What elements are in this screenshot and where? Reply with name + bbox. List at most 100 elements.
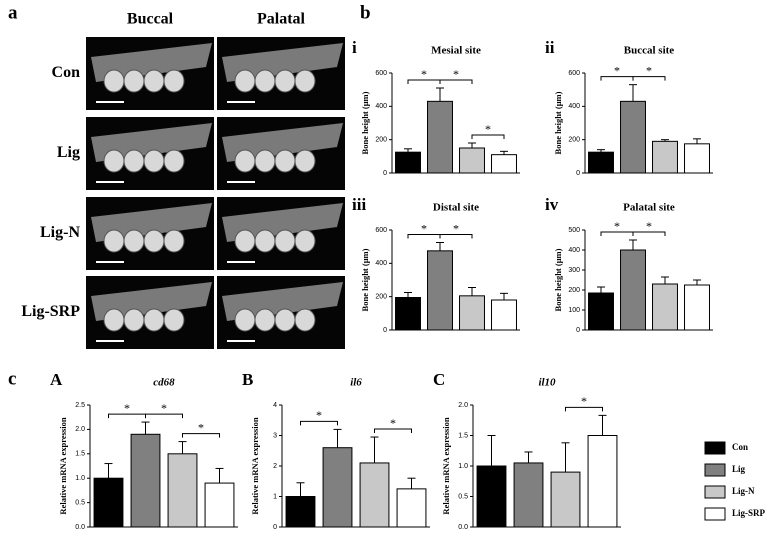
significance-label: * [485, 122, 491, 136]
y-axis-label: Relative mRNA expression [250, 417, 260, 514]
tooth [274, 149, 296, 173]
significance-label: * [614, 63, 620, 77]
column-header: Palatal [257, 11, 306, 28]
bar [588, 292, 614, 331]
panel-label: b [360, 2, 371, 23]
significance-bracket [632, 76, 666, 81]
chart-label: ii [545, 38, 555, 57]
tooth [123, 149, 145, 173]
y-tick-label: 2.0 [458, 402, 468, 409]
tooth [254, 149, 276, 173]
bone [91, 282, 212, 321]
y-tick-label: 300 [568, 267, 580, 274]
bar [285, 496, 316, 528]
row-label: Con [52, 64, 81, 81]
legend-swatch [704, 507, 726, 521]
significance-label: * [453, 67, 459, 81]
tooth [234, 308, 256, 332]
y-tick-label: 200 [568, 287, 580, 294]
significance-bracket [182, 433, 220, 438]
y-tick-label: 0 [383, 170, 387, 177]
significance-label: * [646, 219, 652, 233]
column-header: Buccal [127, 11, 174, 28]
y-tick-label: 0.5 [75, 499, 85, 506]
y-axis-label: Bone height (μm) [553, 91, 563, 154]
chart-title: Mesial site [431, 45, 481, 57]
panel-label: a [8, 2, 18, 23]
y-tick-label: 0.0 [458, 524, 468, 531]
significance-label: * [198, 420, 204, 434]
y-tick-label: 400 [375, 103, 387, 110]
tooth [274, 69, 296, 93]
y-axis-label: Bone height (μm) [360, 91, 370, 154]
significance-label: * [124, 401, 130, 415]
chart-label: C [433, 370, 445, 389]
bar [93, 477, 124, 528]
tooth [143, 308, 165, 332]
significance-bracket [145, 413, 183, 419]
tooth [254, 229, 276, 253]
tooth [103, 149, 125, 173]
y-tick-label: 0 [576, 170, 580, 177]
row-label: Lig-SRP [21, 303, 80, 320]
bar [476, 465, 507, 528]
y-tick-label: 400 [375, 260, 387, 267]
bar [204, 482, 235, 528]
significance-label: * [614, 219, 620, 233]
y-tick-label: 3 [273, 432, 277, 439]
bone [222, 123, 343, 162]
legend-label: Con [732, 442, 748, 452]
tooth [143, 149, 165, 173]
legend-label: Lig-N [732, 486, 755, 496]
y-tick-label: 0 [273, 524, 277, 531]
chart-label: B [242, 370, 253, 389]
tooth [123, 308, 145, 332]
bar [491, 154, 517, 174]
bar [322, 447, 353, 528]
y-tick-label: 0 [383, 327, 387, 334]
significance-label: * [646, 63, 652, 77]
significance-bracket [439, 234, 473, 239]
row-label: Lig-N [40, 224, 80, 241]
bar [684, 143, 710, 174]
legend-label: Lig [732, 464, 746, 474]
micro-ct-image [217, 197, 345, 270]
tooth [163, 69, 185, 93]
chart-title: Palatal site [623, 202, 675, 214]
micro-ct-image [217, 37, 345, 110]
significance-bracket [439, 79, 473, 84]
tooth [254, 308, 276, 332]
tooth [123, 229, 145, 253]
bone [222, 43, 343, 82]
tooth [234, 229, 256, 253]
y-tick-label: 1.0 [458, 463, 468, 470]
tooth [103, 229, 125, 253]
y-tick-label: 400 [568, 247, 580, 254]
y-tick-label: 1.0 [75, 475, 85, 482]
bar [395, 297, 421, 331]
bar [513, 462, 544, 528]
tooth [234, 149, 256, 173]
y-tick-label: 4 [273, 402, 277, 409]
tooth [234, 69, 256, 93]
tooth [274, 308, 296, 332]
micro-ct-image [217, 276, 345, 349]
legend-swatch [704, 485, 726, 499]
legend-swatch [704, 463, 726, 477]
chart-title: il6 [350, 377, 362, 389]
significance-label: * [421, 221, 427, 235]
bar [620, 100, 646, 174]
significance-label: * [390, 416, 396, 430]
bar [620, 249, 646, 331]
y-tick-label: 400 [568, 103, 580, 110]
y-axis-label: Relative mRNA expression [58, 417, 68, 514]
tooth [103, 69, 125, 93]
y-axis-label: Relative mRNA expression [441, 417, 451, 514]
bar [130, 433, 161, 528]
bar [395, 151, 421, 174]
y-tick-label: 200 [375, 294, 387, 301]
y-tick-label: 100 [568, 307, 580, 314]
y-tick-label: 2.5 [75, 402, 85, 409]
y-tick-label: 0.5 [458, 493, 468, 500]
tooth [294, 149, 316, 173]
